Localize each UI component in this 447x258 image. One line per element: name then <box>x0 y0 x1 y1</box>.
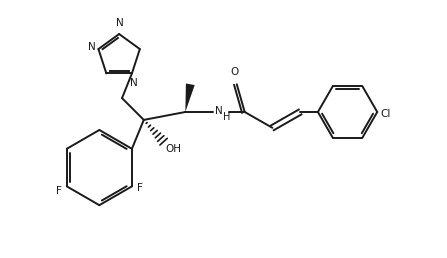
Text: Cl: Cl <box>380 109 391 119</box>
Text: F: F <box>137 183 143 193</box>
Text: N: N <box>130 78 138 88</box>
Text: O: O <box>231 67 239 77</box>
Text: N: N <box>88 42 95 52</box>
Polygon shape <box>186 84 195 112</box>
Text: N: N <box>116 18 124 28</box>
Text: OH: OH <box>165 144 181 154</box>
Text: F: F <box>56 186 62 196</box>
Text: H: H <box>223 112 230 122</box>
Text: N: N <box>215 106 223 116</box>
